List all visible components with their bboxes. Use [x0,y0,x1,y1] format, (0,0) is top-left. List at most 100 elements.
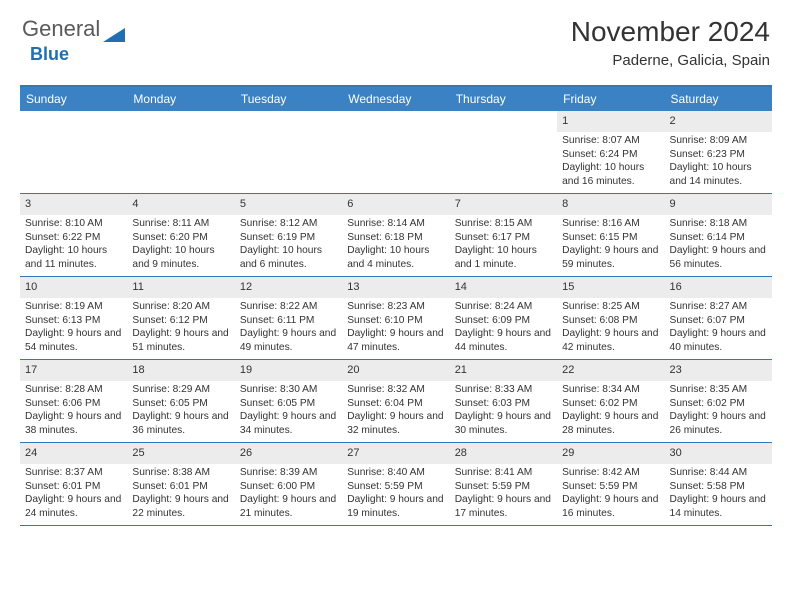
day-daylight: Daylight: 9 hours and 34 minutes. [240,410,337,438]
day-sunrise: Sunrise: 8:09 AM [670,134,767,148]
day-body: Sunrise: 8:44 AMSunset: 5:58 PMDaylight:… [665,464,772,525]
day-sunrise: Sunrise: 8:32 AM [347,383,444,397]
day-cell: 11Sunrise: 8:20 AMSunset: 6:12 PMDayligh… [127,277,234,359]
day-body: Sunrise: 8:28 AMSunset: 6:06 PMDaylight:… [20,381,127,442]
day-cell: 27Sunrise: 8:40 AMSunset: 5:59 PMDayligh… [342,443,449,525]
day-daylight: Daylight: 9 hours and 24 minutes. [25,493,122,521]
day-number: 27 [342,443,449,464]
weekday-header: Thursday [450,87,557,111]
day-cell: 29Sunrise: 8:42 AMSunset: 5:59 PMDayligh… [557,443,664,525]
week-row: 17Sunrise: 8:28 AMSunset: 6:06 PMDayligh… [20,360,772,443]
day-sunrise: Sunrise: 8:14 AM [347,217,444,231]
day-sunrise: Sunrise: 8:40 AM [347,466,444,480]
day-cell: 21Sunrise: 8:33 AMSunset: 6:03 PMDayligh… [450,360,557,442]
day-daylight: Daylight: 9 hours and 36 minutes. [132,410,229,438]
day-daylight: Daylight: 9 hours and 14 minutes. [670,493,767,521]
day-number: 8 [557,194,664,215]
day-sunrise: Sunrise: 8:27 AM [670,300,767,314]
brand-part2: Blue [30,44,69,65]
day-cell: 12Sunrise: 8:22 AMSunset: 6:11 PMDayligh… [235,277,342,359]
day-number: 6 [342,194,449,215]
day-cell [342,111,449,193]
day-sunrise: Sunrise: 8:41 AM [455,466,552,480]
day-sunset: Sunset: 6:03 PM [455,397,552,411]
day-sunset: Sunset: 5:58 PM [670,480,767,494]
day-sunset: Sunset: 6:22 PM [25,231,122,245]
day-number: 10 [20,277,127,298]
day-daylight: Daylight: 9 hours and 16 minutes. [562,493,659,521]
day-body: Sunrise: 8:33 AMSunset: 6:03 PMDaylight:… [450,381,557,442]
day-cell: 7Sunrise: 8:15 AMSunset: 6:17 PMDaylight… [450,194,557,276]
day-daylight: Daylight: 9 hours and 26 minutes. [670,410,767,438]
day-daylight: Daylight: 10 hours and 9 minutes. [132,244,229,272]
day-sunset: Sunset: 5:59 PM [455,480,552,494]
day-daylight: Daylight: 9 hours and 51 minutes. [132,327,229,355]
day-number: 1 [557,111,664,132]
day-cell: 24Sunrise: 8:37 AMSunset: 6:01 PMDayligh… [20,443,127,525]
day-number: 18 [127,360,234,381]
day-number: 11 [127,277,234,298]
day-daylight: Daylight: 9 hours and 49 minutes. [240,327,337,355]
day-number: 13 [342,277,449,298]
day-cell: 19 Sunrise: 8:30 AMSunset: 6:05 PMDayligh… [235,360,342,442]
day-sunrise: Sunrise: 8:38 AM [132,466,229,480]
day-sunrise: Sunrise: 8:10 AM [25,217,122,231]
day-cell: 9Sunrise: 8:18 AMSunset: 6:14 PMDaylight… [665,194,772,276]
day-sunrise: Sunrise: 8:44 AM [670,466,767,480]
day-sunset: Sunset: 6:18 PM [347,231,444,245]
day-sunset: Sunset: 5:59 PM [347,480,444,494]
day-cell: 30Sunrise: 8:44 AMSunset: 5:58 PMDayligh… [665,443,772,525]
location: Paderne, Galicia, Spain [571,52,770,69]
day-daylight: Daylight: 9 hours and 17 minutes. [455,493,552,521]
day-sunrise: Sunrise: 8:23 AM [347,300,444,314]
day-daylight: Daylight: 9 hours and 32 minutes. [347,410,444,438]
day-sunset: Sunset: 6:20 PM [132,231,229,245]
calendar: Sunday Monday Tuesday Wednesday Thursday… [20,85,772,526]
day-sunrise: Sunrise: 8:42 AM [562,466,659,480]
day-body: Sunrise: 8:35 AMSunset: 6:02 PMDaylight:… [665,381,772,442]
day-sunrise: Sunrise: 8:30 AM [240,383,337,397]
day-sunset: Sunset: 6:24 PM [562,148,659,162]
day-cell: 14Sunrise: 8:24 AMSunset: 6:09 PMDayligh… [450,277,557,359]
day-body: Sunrise: 8:15 AMSunset: 6:17 PMDaylight:… [450,215,557,276]
day-cell: 20Sunrise: 8:32 AMSunset: 6:04 PMDayligh… [342,360,449,442]
day-sunset: Sunset: 6:05 PM [240,397,337,411]
day-daylight: Daylight: 10 hours and 6 minutes. [240,244,337,272]
day-sunset: Sunset: 6:06 PM [25,397,122,411]
day-number: 19 [235,360,342,381]
day-daylight: Daylight: 9 hours and 54 minutes. [25,327,122,355]
day-body: Sunrise: 8:12 AMSunset: 6:19 PMDaylight:… [235,215,342,276]
month-title: November 2024 [571,16,770,48]
day-number: 23 [665,360,772,381]
day-sunrise: Sunrise: 8:12 AM [240,217,337,231]
day-sunset: Sunset: 6:01 PM [25,480,122,494]
triangle-icon [103,22,125,36]
day-cell [20,111,127,193]
day-daylight: Daylight: 9 hours and 38 minutes. [25,410,122,438]
day-sunset: Sunset: 6:13 PM [25,314,122,328]
day-daylight: Daylight: 9 hours and 19 minutes. [347,493,444,521]
day-body: Sunrise: 8:24 AMSunset: 6:09 PMDaylight:… [450,298,557,359]
day-number: 17 [20,360,127,381]
day-daylight: Daylight: 9 hours and 40 minutes. [670,327,767,355]
day-sunrise: Sunrise: 8:07 AM [562,134,659,148]
day-body: Sunrise: 8:29 AMSunset: 6:05 PMDaylight:… [127,381,234,442]
day-daylight: Daylight: 9 hours and 59 minutes. [562,244,659,272]
day-daylight: Daylight: 9 hours and 21 minutes. [240,493,337,521]
day-number: 26 [235,443,342,464]
day-number: 21 [450,360,557,381]
day-cell: 26Sunrise: 8:39 AMSunset: 6:00 PMDayligh… [235,443,342,525]
day-number: 30 [665,443,772,464]
brand-part1: General [22,16,100,42]
weeks-container: 1 Sunrise: 8:07 AMSunset: 6:24 PM Daylight… [20,111,772,526]
day-body: Sunrise: 8:40 AMSunset: 5:59 PMDaylight:… [342,464,449,525]
day-daylight: Daylight: 10 hours and 1 minute. [455,244,552,272]
day-sunrise: Sunrise: 8:19 AM [25,300,122,314]
day-sunrise: Sunrise: 8:28 AM [25,383,122,397]
day-body: Sunrise: 8:37 AMSunset: 6:01 PMDaylight:… [20,464,127,525]
day-cell: 17Sunrise: 8:28 AMSunset: 6:06 PMDayligh… [20,360,127,442]
day-daylight: Daylight: 9 hours and 56 minutes. [670,244,767,272]
day-body: Sunrise: 8:34 AMSunset: 6:02 PMDaylight:… [557,381,664,442]
day-sunrise: Sunrise: 8:15 AM [455,217,552,231]
weekday-header: Monday [127,87,234,111]
